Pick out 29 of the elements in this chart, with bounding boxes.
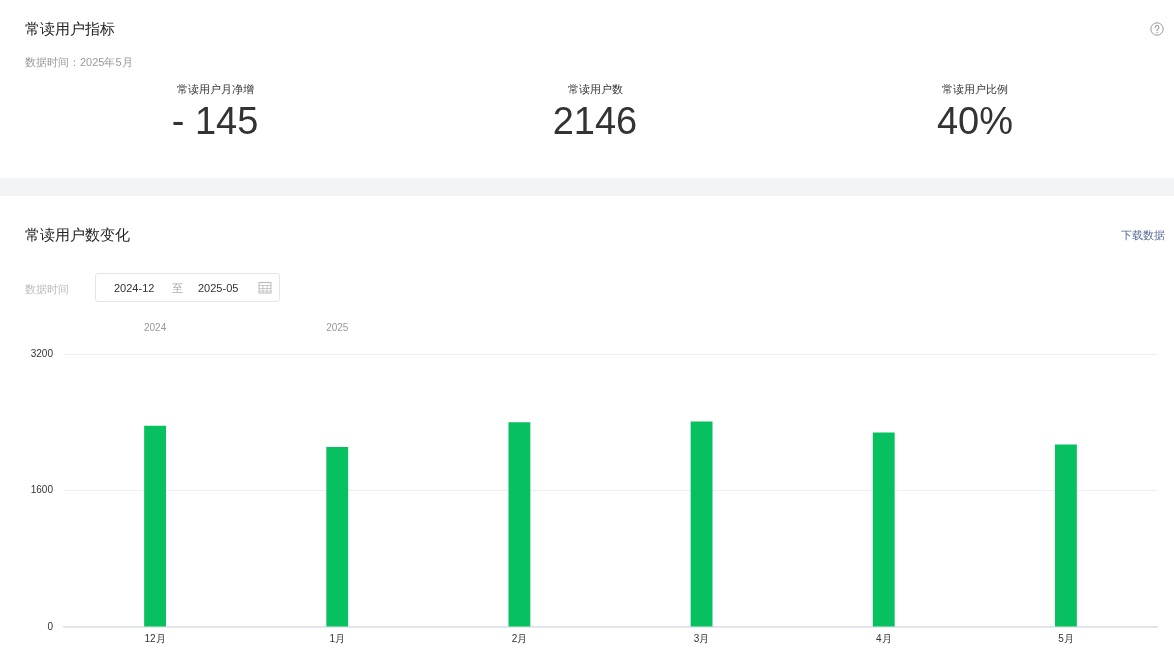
- y-tick-label: 0: [47, 620, 54, 632]
- x-tick-label: 4月: [875, 632, 892, 644]
- text: 下载数据: [1121, 228, 1165, 242]
- x-tick-label: 3月: [693, 632, 710, 644]
- x-tick-label: 2月: [511, 632, 528, 644]
- text: 2024: [143, 321, 167, 333]
- text: 2025: [326, 321, 349, 333]
- x-tick-label: 1月: [329, 632, 346, 644]
- text: 2146: [551, 99, 639, 144]
- bar: [508, 422, 531, 627]
- text: 常读用户比例: [941, 82, 1009, 96]
- text: 40%: [935, 99, 1015, 144]
- text: - 145: [170, 99, 260, 144]
- date-range-field: 2024-12 至 2025-05: [95, 273, 280, 302]
- x-tick-label: 12月: [144, 632, 166, 644]
- x-tick-label: 5月: [1058, 632, 1074, 644]
- text: 数据时间：2025年5月: [25, 55, 133, 69]
- bar: [326, 446, 349, 627]
- bar: [690, 421, 713, 627]
- text: 常读用户指标: [25, 20, 115, 38]
- text: 常读用户月净增: [175, 82, 255, 96]
- text: 数据时间: [25, 282, 69, 296]
- y-tick-label: 1600: [30, 484, 54, 496]
- bar: [1054, 444, 1077, 627]
- bar: [872, 432, 895, 627]
- bar: [144, 425, 167, 627]
- y-tick-label: 3200: [30, 347, 54, 359]
- chart-title: 常读用户数变化: [25, 226, 130, 244]
- text: 常读用户数: [566, 82, 624, 96]
